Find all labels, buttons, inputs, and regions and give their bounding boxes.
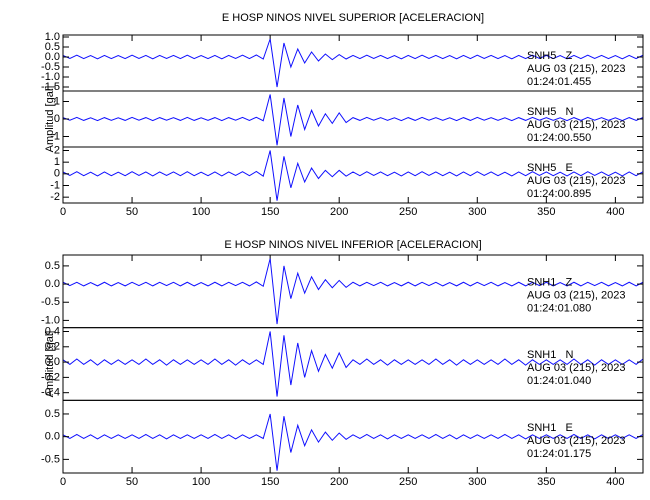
y-tick-label: 2 (54, 144, 60, 156)
y-tick-label: -0.4 (41, 387, 60, 399)
x-tick-label: 0 (60, 206, 66, 218)
y-tick-label: 0.2 (45, 341, 60, 353)
x-tick-label: 50 (126, 206, 138, 218)
y-axis-label: Amplitud [gal] (44, 331, 56, 398)
y-tick-label: 0.5 (45, 260, 60, 272)
trace-annotation: 01:24:01.455 (527, 76, 591, 88)
trace-frame (62, 146, 644, 204)
trace-annotation: 01:24:01.040 (527, 375, 591, 387)
trace-annotation: 01:24:01.080 (527, 303, 591, 315)
panel-title: E HOSP NINOS NIVEL SUPERIOR [ACELERACION… (222, 12, 484, 24)
x-tick-label: 100 (192, 206, 210, 218)
y-tick-label: -1.0 (41, 71, 60, 83)
y-tick-label: -1 (50, 130, 60, 142)
trace-annotation: AUG 03 (215), 2023 (527, 175, 625, 187)
y-tick-label: -0.2 (41, 371, 60, 383)
y-tick-label: 0.5 (45, 408, 60, 420)
trace-name: SNH5 N (527, 106, 574, 118)
trace-name: SNH5 E (527, 162, 573, 174)
x-tick-label: 400 (606, 476, 624, 488)
y-tick-label: 0.0 (45, 431, 60, 443)
x-tick-label: 300 (468, 206, 486, 218)
x-tick-label: 100 (192, 476, 210, 488)
y-tick-label: 0 (54, 168, 60, 180)
trace-annotation: AUG 03 (215), 2023 (527, 119, 625, 131)
x-tick-label: 200 (330, 206, 348, 218)
panel-title: E HOSP NINOS NIVEL INFERIOR [ACELERACION… (224, 239, 481, 251)
x-tick-label: 150 (261, 206, 279, 218)
trace-annotation: 01:24:00.550 (527, 132, 591, 144)
y-tick-label: -0.5 (41, 453, 60, 465)
trace-annotation: AUG 03 (215), 2023 (527, 362, 625, 374)
y-tick-label: 0.5 (45, 41, 60, 53)
y-tick-label: 0.0 (45, 51, 60, 63)
x-tick-label: 200 (330, 476, 348, 488)
trace-annotation: AUG 03 (215), 2023 (527, 290, 625, 302)
trace-name: SNH5 Z (527, 50, 573, 62)
x-tick-label: 150 (261, 476, 279, 488)
y-tick-label: -2 (50, 191, 60, 203)
x-tick-label: 400 (606, 206, 624, 218)
trace-name: SNH1 E (527, 422, 573, 434)
y-tick-label: -1.0 (41, 314, 60, 326)
x-tick-label: 50 (126, 476, 138, 488)
x-tick-label: 350 (537, 206, 555, 218)
trace-name: SNH1 Z (527, 277, 573, 289)
y-tick-label: -1.5 (41, 81, 60, 93)
waveform (63, 258, 643, 325)
y-tick-label: 0.4 (45, 325, 60, 337)
waveform (63, 331, 643, 397)
y-axis-label: Amplitud [gal] (44, 86, 56, 153)
x-tick-label: 350 (537, 476, 555, 488)
x-tick-label: 250 (399, 476, 417, 488)
y-tick-label: -1 (50, 179, 60, 191)
x-tick-label: 250 (399, 206, 417, 218)
waveform (63, 38, 643, 88)
trace-name: SNH1 N (527, 349, 574, 361)
trace-annotation: 01:24:01.175 (527, 448, 591, 460)
x-tick-label: 300 (468, 476, 486, 488)
y-tick-label: 0.0 (45, 278, 60, 290)
y-tick-label: 0.0 (45, 356, 60, 368)
trace-annotation: 01:24:00.895 (527, 188, 591, 200)
y-tick-label: -0.5 (41, 61, 60, 73)
y-tick-label: 1.0 (45, 31, 60, 43)
y-tick-label: -0.5 (41, 296, 60, 308)
y-tick-label: 1 (54, 156, 60, 168)
trace-annotation: AUG 03 (215), 2023 (527, 63, 625, 75)
y-tick-label: 1 (54, 95, 60, 107)
trace-annotation: AUG 03 (215), 2023 (527, 435, 625, 447)
waveform (63, 94, 643, 146)
waveform (63, 150, 643, 201)
x-tick-label: 0 (60, 476, 66, 488)
waveform (63, 413, 643, 471)
y-tick-label: 0 (54, 113, 60, 125)
